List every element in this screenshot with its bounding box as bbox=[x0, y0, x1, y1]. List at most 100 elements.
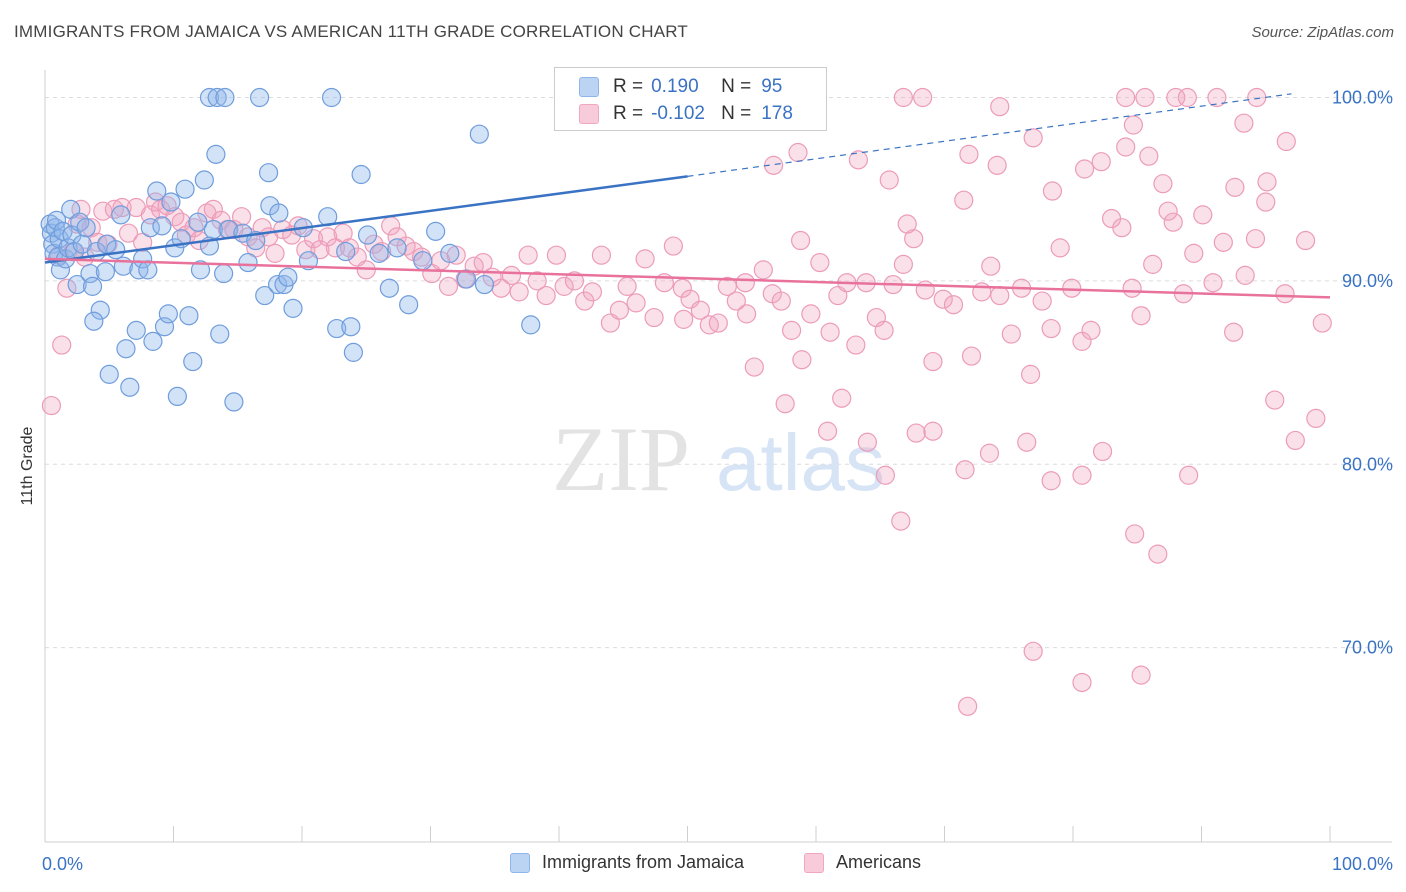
legend-n-value: 95 bbox=[761, 76, 783, 97]
data-point-americans bbox=[775, 394, 795, 414]
data-point-americans bbox=[987, 155, 1007, 175]
data-point-americans bbox=[893, 254, 913, 274]
data-point-americans bbox=[790, 230, 811, 251]
data-point-americans bbox=[446, 245, 466, 265]
data-point-jamaica bbox=[190, 260, 211, 280]
data-point-americans bbox=[1123, 115, 1143, 135]
data-point-jamaica bbox=[46, 210, 67, 230]
data-point-jamaica bbox=[154, 317, 175, 337]
data-point-americans bbox=[1122, 278, 1142, 298]
data-point-americans bbox=[990, 285, 1010, 306]
stats-legend: R = 0.190 N = 95 R = -0.102 N = 178 bbox=[554, 67, 827, 131]
data-point-jamaica bbox=[357, 225, 378, 245]
data-point-americans bbox=[1116, 87, 1136, 108]
data-point-jamaica bbox=[194, 170, 214, 190]
data-point-americans bbox=[1131, 665, 1151, 685]
data-point-jamaica bbox=[183, 351, 203, 372]
data-point-americans bbox=[1125, 524, 1145, 544]
data-point-jamaica bbox=[249, 87, 270, 108]
data-point-jamaica bbox=[90, 300, 110, 320]
data-point-americans bbox=[1275, 284, 1295, 304]
data-point-americans bbox=[1116, 137, 1136, 157]
data-point-jamaica bbox=[116, 339, 136, 359]
data-point-americans bbox=[923, 351, 943, 372]
data-point-americans bbox=[591, 245, 612, 265]
data-point-americans bbox=[897, 214, 917, 234]
data-point-americans bbox=[792, 350, 812, 370]
legend-swatch-jamaica bbox=[579, 77, 599, 97]
legend-row-americans: R = -0.102 N = 178 bbox=[579, 101, 825, 127]
legend-n-value: 178 bbox=[761, 103, 793, 124]
data-point-jamaica bbox=[413, 251, 433, 271]
data-point-americans bbox=[943, 295, 964, 315]
legend-swatch-americans bbox=[579, 104, 599, 124]
data-point-americans bbox=[1131, 306, 1151, 326]
data-point-americans bbox=[961, 346, 982, 366]
axes bbox=[44, 70, 1392, 843]
data-point-americans bbox=[1112, 218, 1132, 238]
y-tick-label: 100.0% bbox=[1332, 88, 1393, 108]
legend-n-label: N = bbox=[721, 76, 752, 97]
data-point-jamaica bbox=[143, 331, 163, 351]
legend-r-value: -0.102 bbox=[651, 103, 705, 124]
data-point-americans bbox=[1295, 230, 1316, 251]
data-point-jamaica bbox=[267, 274, 288, 295]
data-point-jamaica bbox=[126, 320, 146, 340]
legend-r-value: 0.190 bbox=[651, 76, 699, 97]
data-point-americans bbox=[554, 276, 574, 296]
data-point-jamaica bbox=[67, 274, 87, 295]
data-point-jamaica bbox=[474, 274, 495, 295]
y-tick-label: 90.0% bbox=[1342, 271, 1393, 291]
data-point-americans bbox=[1081, 320, 1101, 340]
data-point-americans bbox=[1017, 432, 1037, 452]
data-point-americans bbox=[1235, 265, 1255, 285]
data-point-americans bbox=[737, 304, 757, 324]
series-legend-americans: Americans bbox=[804, 852, 921, 873]
data-point-americans bbox=[663, 236, 683, 256]
data-point-americans bbox=[717, 276, 737, 296]
data-point-jamaica bbox=[269, 203, 289, 223]
data-point-americans bbox=[203, 199, 223, 219]
data-point-jamaica bbox=[84, 311, 104, 331]
x-tick-labels: 0.0% 100.0% bbox=[42, 854, 1393, 874]
data-point-americans bbox=[609, 300, 629, 320]
data-point-americans bbox=[1166, 87, 1186, 108]
data-point-americans bbox=[879, 170, 899, 190]
data-point-americans bbox=[1163, 212, 1183, 232]
data-point-jamaica bbox=[199, 87, 220, 108]
data-point-jamaica bbox=[120, 377, 140, 397]
data-point-americans bbox=[753, 260, 773, 280]
data-point-jamaica bbox=[469, 124, 489, 144]
data-point-americans bbox=[438, 276, 459, 296]
data-point-jamaica bbox=[111, 205, 131, 225]
data-point-americans bbox=[915, 280, 935, 300]
data-point-americans bbox=[923, 421, 943, 441]
series-swatch-americans bbox=[804, 852, 824, 873]
data-point-americans bbox=[810, 252, 830, 273]
data-point-jamaica bbox=[238, 252, 258, 273]
grid-lines bbox=[45, 97, 1392, 649]
y-tick-labels: 100.0% 90.0% 80.0% 70.0% bbox=[1332, 88, 1393, 658]
data-point-jamaica bbox=[258, 163, 279, 183]
data-point-americans bbox=[874, 320, 894, 340]
trend-line-jamaica bbox=[44, 175, 688, 264]
data-point-jamaica bbox=[76, 218, 96, 238]
data-point-americans bbox=[1023, 128, 1043, 148]
legend-n-label: N = bbox=[721, 103, 752, 124]
data-point-americans bbox=[1153, 174, 1173, 194]
series-label-jamaica: Immigrants from Jamaica bbox=[542, 852, 745, 872]
data-point-jamaica bbox=[343, 342, 363, 362]
data-point-americans bbox=[564, 271, 585, 291]
data-point-jamaica bbox=[152, 216, 172, 236]
data-point-americans bbox=[801, 304, 821, 324]
americans-points bbox=[41, 87, 1332, 716]
data-point-americans bbox=[1247, 87, 1267, 108]
data-point-jamaica bbox=[283, 298, 303, 318]
data-point-americans bbox=[626, 293, 646, 313]
data-point-americans bbox=[954, 190, 974, 210]
data-point-americans bbox=[913, 87, 933, 108]
data-point-americans bbox=[617, 276, 637, 296]
data-point-americans bbox=[1213, 232, 1233, 252]
data-point-americans bbox=[582, 282, 603, 302]
